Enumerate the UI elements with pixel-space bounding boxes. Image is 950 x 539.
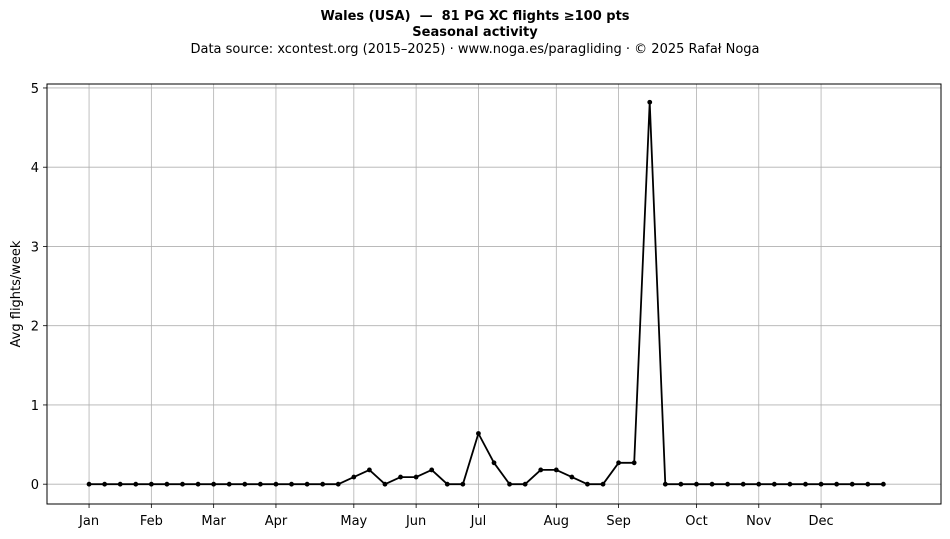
data-point xyxy=(460,481,466,487)
data-point xyxy=(382,481,388,487)
x-tick-label: Dec xyxy=(808,514,833,529)
plot-frame xyxy=(46,83,942,505)
data-point xyxy=(880,481,886,487)
x-tick-label: Sep xyxy=(606,514,631,529)
data-point xyxy=(631,460,637,466)
chart-title: Wales (USA) — 81 PG XC flights ≥100 pts xyxy=(320,9,630,24)
series-group xyxy=(86,99,886,487)
y-tick-label: 5 xyxy=(31,82,39,97)
data-point xyxy=(429,467,435,473)
data-point xyxy=(242,481,248,487)
data-point xyxy=(133,481,139,487)
data-point xyxy=(600,481,606,487)
data-point xyxy=(616,460,621,466)
data-point xyxy=(320,481,326,487)
data-point xyxy=(538,467,544,473)
x-tick-label: Nov xyxy=(746,514,772,529)
x-tick-label: May xyxy=(340,514,367,529)
data-point xyxy=(304,481,310,487)
data-point xyxy=(164,481,170,487)
data-point xyxy=(211,481,217,487)
data-point xyxy=(585,481,590,487)
y-tick-label: 4 xyxy=(31,161,39,176)
data-point xyxy=(818,481,824,487)
data-point xyxy=(476,431,481,436)
data-point xyxy=(740,481,746,487)
data-point xyxy=(335,481,341,487)
data-point xyxy=(102,481,108,487)
x-tick-label: Feb xyxy=(140,514,163,529)
data-point xyxy=(756,481,762,487)
x-tick-label: Jun xyxy=(405,514,426,529)
data-point xyxy=(771,481,777,487)
x-tick-label: Mar xyxy=(201,514,226,529)
data-point xyxy=(257,481,263,487)
data-point xyxy=(678,481,684,487)
data-point xyxy=(413,474,419,480)
data-point xyxy=(180,481,185,487)
data-point xyxy=(569,474,575,480)
data-point xyxy=(522,481,528,487)
data-point xyxy=(787,481,793,487)
y-axis-label: Avg flights/week xyxy=(9,240,24,347)
data-point xyxy=(803,481,808,487)
data-point xyxy=(367,467,372,473)
chart-title-block: Wales (USA) — 81 PG XC flights ≥100 pts … xyxy=(0,8,950,59)
x-tick-label: Apr xyxy=(265,514,288,529)
x-tick-label: Aug xyxy=(544,514,569,529)
data-point xyxy=(694,481,699,487)
data-point xyxy=(647,99,653,105)
data-point xyxy=(834,481,840,487)
y-axis: 0 1 2 3 4 5 xyxy=(31,82,47,493)
data-point xyxy=(725,481,731,487)
data-point xyxy=(398,474,403,480)
data-point xyxy=(226,481,232,487)
data-point xyxy=(351,474,357,480)
x-axis: Jan Feb Mar Apr May Jun Jul Aug Sep Oct Nov Dec xyxy=(78,504,834,529)
x-tick-label: Jan xyxy=(78,514,99,529)
chart-subtitle: Seasonal activity xyxy=(412,25,538,40)
x-tick-label: Jul xyxy=(470,514,487,529)
data-point xyxy=(444,481,450,487)
data-point xyxy=(289,481,294,487)
series-line xyxy=(89,101,884,486)
data-point xyxy=(491,460,497,466)
y-tick-label: 3 xyxy=(31,240,39,255)
data-point xyxy=(273,481,279,487)
grid xyxy=(47,84,941,504)
data-point xyxy=(117,481,123,487)
data-point xyxy=(662,481,668,487)
x-tick-label: Oct xyxy=(685,514,707,529)
data-point xyxy=(195,481,201,487)
y-tick-label: 1 xyxy=(31,399,39,414)
data-point xyxy=(86,481,92,487)
data-point xyxy=(709,481,715,487)
chart-source: Data source: xcontest.org (2015–2025) · … xyxy=(190,42,760,57)
y-tick-label: 2 xyxy=(31,320,39,335)
data-point xyxy=(865,481,871,487)
data-point xyxy=(507,481,512,487)
data-point xyxy=(148,481,154,487)
y-tick-label: 0 xyxy=(31,478,39,493)
data-point xyxy=(849,481,855,487)
data-point xyxy=(553,467,559,473)
